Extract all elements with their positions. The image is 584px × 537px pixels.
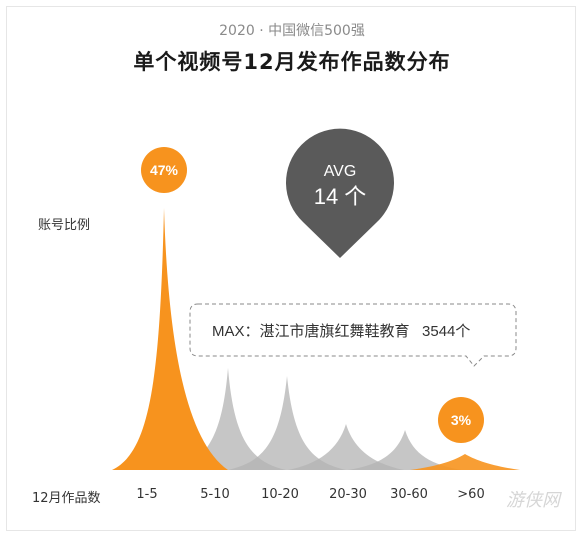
x-tick-gt60: >60 bbox=[457, 487, 485, 502]
y-axis-label: 账号比例 bbox=[38, 218, 91, 233]
chart-frame bbox=[6, 6, 576, 531]
x-tick-1-5: 1-5 bbox=[136, 487, 158, 502]
x-tick-5-10: 5-10 bbox=[200, 487, 230, 502]
x-tick-30-60: 30-60 bbox=[390, 487, 428, 502]
data-label-1-5: 47% bbox=[150, 162, 179, 178]
avg-value: 14 个 bbox=[314, 184, 367, 209]
peak-1-5 bbox=[112, 208, 228, 470]
peak-gt60 bbox=[410, 454, 520, 470]
avg-label: AVG bbox=[324, 163, 357, 180]
x-tick-10-20: 10-20 bbox=[261, 487, 299, 502]
watermark-logo: 游侠网 bbox=[506, 490, 560, 511]
data-label-bubble-1-5 bbox=[141, 147, 187, 193]
data-label-bubble-gt60 bbox=[438, 397, 484, 443]
peak-30-60 bbox=[348, 430, 462, 470]
max-callout-box bbox=[189, 303, 517, 367]
chart-title: 单个视频号12月发布作品数分布 bbox=[133, 50, 451, 74]
data-label-gt60: 3% bbox=[451, 412, 472, 428]
x-tick-20-30: 20-30 bbox=[329, 487, 367, 502]
avg-bubble bbox=[286, 128, 394, 258]
peak-20-30 bbox=[288, 424, 404, 470]
peak-5-10 bbox=[170, 368, 286, 470]
x-axis-label: 12月作品数 bbox=[32, 491, 101, 506]
max-callout-text: MAX：湛江市唐旗红舞鞋教育 3544个 bbox=[212, 323, 470, 340]
peak-10-20 bbox=[228, 376, 346, 470]
chart-eyebrow: 2020 · 中国微信500强 bbox=[219, 23, 365, 39]
